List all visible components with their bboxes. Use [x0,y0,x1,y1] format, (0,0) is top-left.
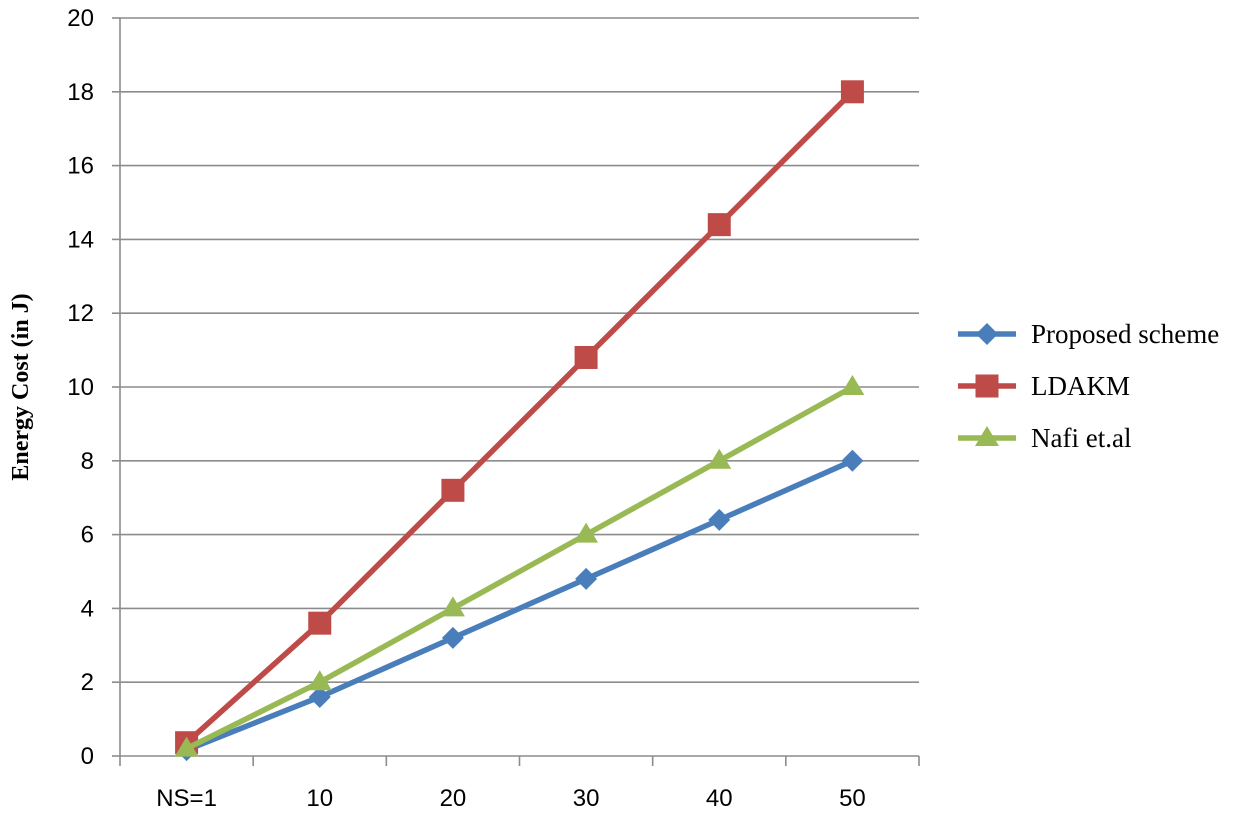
data-point [840,375,865,395]
data-point [441,626,464,649]
data-point [440,596,465,617]
legend-marker [975,374,999,398]
legend-marker [976,323,998,345]
series-line [183,89,856,746]
data-point [575,567,598,590]
y-tick-label: 14 [67,226,94,253]
x-tick-label: 50 [839,785,866,812]
data-point [574,522,599,543]
series-proposed-scheme [175,449,864,762]
y-tick-label: 4 [81,595,94,622]
series-line [183,384,856,752]
legend-label: LDAKM [1031,371,1130,401]
x-tick-label: 30 [573,785,600,812]
legend: Proposed scheme LDAKM Nafi et.al [958,319,1219,453]
y-tick-label: 18 [67,79,94,106]
data-point [308,685,331,708]
x-tick-label: 40 [706,785,733,812]
legend-item: Nafi et.al [958,423,1131,453]
y-tick-label: 20 [67,5,94,32]
legend-label: Nafi et.al [1031,423,1131,453]
data-point [707,213,731,237]
data-point [841,449,864,472]
x-tick-labels: NS=1 10 20 30 40 50 [156,785,866,812]
y-tick-label: 6 [81,522,94,549]
legend-item: Proposed scheme [958,319,1219,349]
series [174,80,865,762]
data-point [707,448,732,469]
data-point [307,670,332,691]
x-tick-label: NS=1 [156,785,217,812]
x-tick-label: 20 [440,785,467,812]
legend-label: Proposed scheme [1031,319,1219,349]
series-nafi-et-al [174,375,865,757]
legend-marker [975,426,999,446]
data-point [308,611,332,635]
y-tick-label: 8 [81,448,94,475]
y-tick-labels: 0 2 4 6 8 10 12 14 16 18 20 [67,5,94,770]
series-line [183,458,856,753]
data-point [441,478,465,502]
data-point [574,345,598,369]
y-axis-title: Energy Cost (in J) [8,293,34,480]
series-ldakm [175,80,864,755]
y-tick-label: 0 [81,743,94,770]
legend-item: LDAKM [958,371,1130,401]
y-tick-label: 10 [67,374,94,401]
y-tick-label: 2 [81,669,94,696]
data-point [708,508,731,531]
axes [112,17,920,766]
y-tick-label: 12 [67,300,94,327]
x-tick-label: 10 [306,785,333,812]
data-point [840,80,864,104]
gridlines [120,17,919,684]
y-tick-label: 16 [67,153,94,180]
data-point [174,736,199,757]
